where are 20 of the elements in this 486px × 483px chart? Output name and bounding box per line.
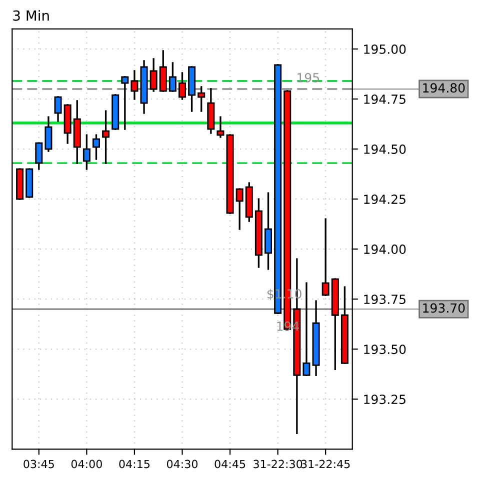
x-tick-label: 31-22:30 — [254, 460, 302, 468]
x-tick-label: 04:15 — [119, 460, 150, 468]
ref-line-label: 194.80 — [423, 83, 465, 93]
ref-line-label: 193.70 — [423, 303, 465, 313]
y-tick-label: 194.75 — [364, 94, 406, 104]
y-tick-label: 193.75 — [364, 294, 406, 304]
y-tick-label: 194.50 — [364, 144, 406, 154]
x-tick-label: 04:45 — [214, 460, 246, 468]
y-tick-label: 194.00 — [364, 244, 406, 254]
y-tick-label: 195.00 — [364, 44, 406, 54]
x-tick-label: 04:30 — [166, 460, 198, 468]
chart-title: 3 Min — [13, 10, 49, 21]
annotation: $1.10 — [267, 288, 302, 300]
y-tick-label: 193.25 — [364, 394, 406, 404]
annotation: 194 — [277, 322, 299, 331]
y-tick-label: 194.25 — [364, 194, 406, 204]
x-tick-label: 31-22:45 — [301, 460, 350, 468]
y-tick-label: 193.50 — [364, 344, 406, 354]
x-tick-label: 03:45 — [24, 460, 54, 468]
x-tick-label: 04:00 — [71, 460, 102, 468]
